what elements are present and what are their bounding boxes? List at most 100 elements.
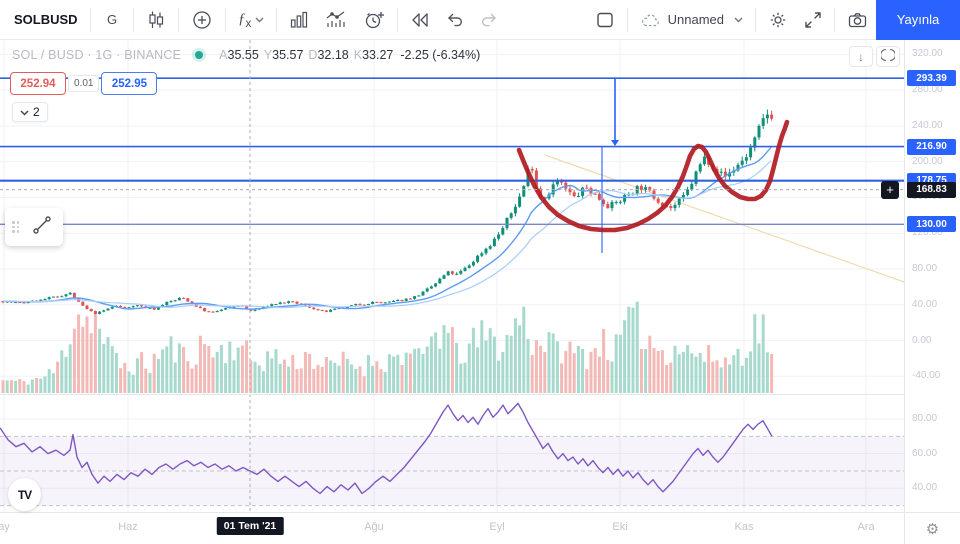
price-tick-label: 200.00 [912,155,943,167]
level-price-badge: 216.90 [907,138,956,155]
fullscreen-button[interactable] [796,4,830,36]
gear-icon [768,10,788,30]
alert-button[interactable] [355,4,393,36]
close-value: 33.27 [362,48,394,62]
fx-icon: ƒx [238,10,252,30]
snapshot-button[interactable] [839,4,876,36]
crosshair-time-badge: 01 Tem '21 [216,517,284,535]
undo-arrow-icon [446,12,464,28]
pane-separator[interactable] [0,394,960,395]
price-tick-label: 80.00 [912,262,938,274]
price-tick-label: -40.00 [912,370,941,382]
rsi-tick-label: 60.00 [912,447,938,459]
open-value: 35.55 [227,48,259,62]
camera-icon [847,11,868,29]
open-label: A [219,48,228,62]
rsi-tick-label: 40.00 [912,482,938,494]
time-axis-month-label: Ara [857,521,875,533]
volume-profile-button[interactable] [281,4,317,36]
toolbar-separator [225,7,226,32]
ohlc-values: A35.55 Y35.57 D32.18 K33.27 -2.25 (-6.34%) [219,48,480,62]
maximize-pane-button[interactable] [876,46,900,67]
low-value: 32.18 [317,48,349,62]
toolbar-separator [755,7,756,32]
collapse-count-label: 2 [33,105,40,119]
templates-button[interactable] [317,4,355,36]
level-price-badge: 293.39 [907,70,956,87]
fullscreen-arrows-icon [804,11,822,29]
price-tick-label: 320.00 [912,48,943,60]
cloud-icon [640,12,662,28]
toolbar-separator [178,7,179,32]
drag-handle[interactable] [5,221,21,233]
market-status-dot [195,51,204,59]
symbol-button[interactable]: SOLBUSD [14,12,78,27]
trend-line-icon [31,214,53,241]
indicator-chart-icon [325,10,347,30]
spread-value: 0.01 [68,75,100,92]
publish-button[interactable]: Yayınla [876,0,960,40]
scroll-to-recent-button[interactable]: ↓ [849,46,873,67]
layout-button[interactable] [587,4,623,36]
layout-name-label: Unnamed [667,12,724,27]
toolbar-separator [276,7,278,32]
circle-plus-icon [191,9,213,31]
time-axis-month-label: ay [0,521,10,533]
time-axis-month-label: Eki [612,521,628,533]
toolbar-separator [397,7,399,32]
columns-icon [289,10,309,30]
rsi-tick-label: 80.00 [912,413,938,424]
pane-controls: ↓ [849,46,900,67]
price-tick-label: 240.00 [912,119,943,131]
axis-settings-gear-icon[interactable]: ⚙ [925,520,940,538]
symbol-title[interactable]: SOL / BUSD · 1G · BINANCE [12,48,182,62]
price-tick-label: 280.00 [912,84,943,96]
chart-style-button[interactable] [138,4,174,36]
redo-button[interactable] [472,4,506,36]
chart-legend: SOL / BUSD · 1G · BINANCE A35.55 Y35.57 D3… [12,48,480,62]
price-tick-label: 40.00 [912,298,938,310]
redo-arrow-icon [480,12,498,28]
change-value: -2.25 (-6.34%) [400,48,481,62]
candles-icon [146,10,166,30]
bar-replay-button[interactable] [402,4,438,36]
floating-drawing-toolbar [5,208,63,246]
chevron-down-icon [734,17,743,23]
compare-button[interactable] [183,4,221,36]
crosshair-price-badge: 168.83 [907,181,956,198]
toolbar-separator [834,7,835,32]
level-price-badge: 130.00 [907,216,956,233]
price-chart-canvas[interactable] [0,40,904,512]
chevron-down-icon [255,17,264,23]
indicators-button[interactable]: ƒx [230,4,272,36]
time-axis-month-label: Kas [734,521,754,533]
undo-button[interactable] [438,4,472,36]
high-label: Y [263,48,273,62]
object-tree-collapse-button[interactable]: 2 [12,102,48,122]
time-axis[interactable]: ay Haz Ağu Eyl Eki Kas Ara 01 Tem '21 [0,512,904,544]
arrow-down-icon: ↓ [858,49,864,64]
chevron-down-icon [20,105,29,119]
tradingview-logo[interactable]: TV [8,478,41,511]
add-alert-plus-button[interactable]: + [881,180,899,199]
trend-line-tool-button[interactable] [21,214,63,241]
toolbar-separator [626,7,628,32]
layout-square-icon [595,10,615,30]
high-value: 35.57 [272,48,304,62]
chart-region: SOL / BUSD · 1G · BINANCE A35.55 Y35.57 D3… [0,40,960,544]
chart-settings-button[interactable] [760,4,796,36]
time-axis-month-label: Haz [118,521,138,533]
restore-pane-icon [879,48,897,65]
toolbar-right-group: Unnamed Yayınla [587,0,960,40]
axis-corner: ⚙ [904,512,960,544]
sell-button[interactable]: 252.94 [10,72,66,95]
price-axis[interactable]: 320.00280.00240.00200.00160.00120.0080.0… [904,40,960,512]
save-layout-button[interactable]: Unnamed [632,4,751,36]
time-axis-month-label: Eyl [489,521,505,533]
interval-button[interactable]: G [106,12,118,27]
rewind-icon [410,12,430,28]
buy-button[interactable]: 252.95 [101,72,158,95]
toolbar-separator [90,7,91,32]
alarm-clock-plus-icon [363,9,385,31]
